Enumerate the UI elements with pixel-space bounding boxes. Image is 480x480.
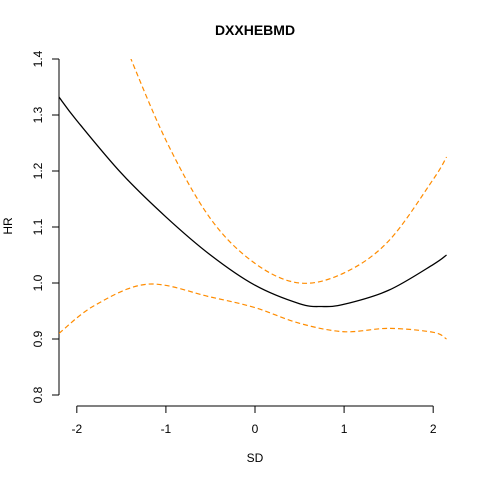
- x-tick-label: 0: [252, 422, 259, 436]
- upper-ci-line: [130, 59, 448, 284]
- y-tick-label: 1.0: [31, 274, 45, 291]
- x-tick-label: -2: [71, 422, 82, 436]
- y-tick-label: 0.8: [31, 386, 45, 403]
- y-tick-label: 0.9: [31, 330, 45, 347]
- y-tick-label: 1.4: [31, 50, 45, 67]
- x-tick-label: 2: [430, 422, 437, 436]
- y-tick-label: 1.2: [31, 162, 45, 179]
- y-axis-label: HR: [1, 217, 15, 235]
- x-axis: -2 -1 0 1 2: [71, 405, 437, 436]
- y-axis: 0.8 0.9 1.0 1.1 1.2 1.3 1.4: [31, 50, 60, 403]
- plot-lines: [59, 59, 448, 340]
- chart-title: DXXHEBMD: [215, 22, 295, 38]
- estimate-line: [59, 96, 447, 308]
- x-tick-label: -1: [161, 422, 172, 436]
- lower-ci-line: [59, 283, 447, 340]
- x-axis-label: SD: [247, 451, 264, 465]
- y-tick-label: 1.3: [31, 106, 45, 123]
- y-tick-label: 1.1: [31, 218, 45, 235]
- x-tick-label: 1: [341, 422, 348, 436]
